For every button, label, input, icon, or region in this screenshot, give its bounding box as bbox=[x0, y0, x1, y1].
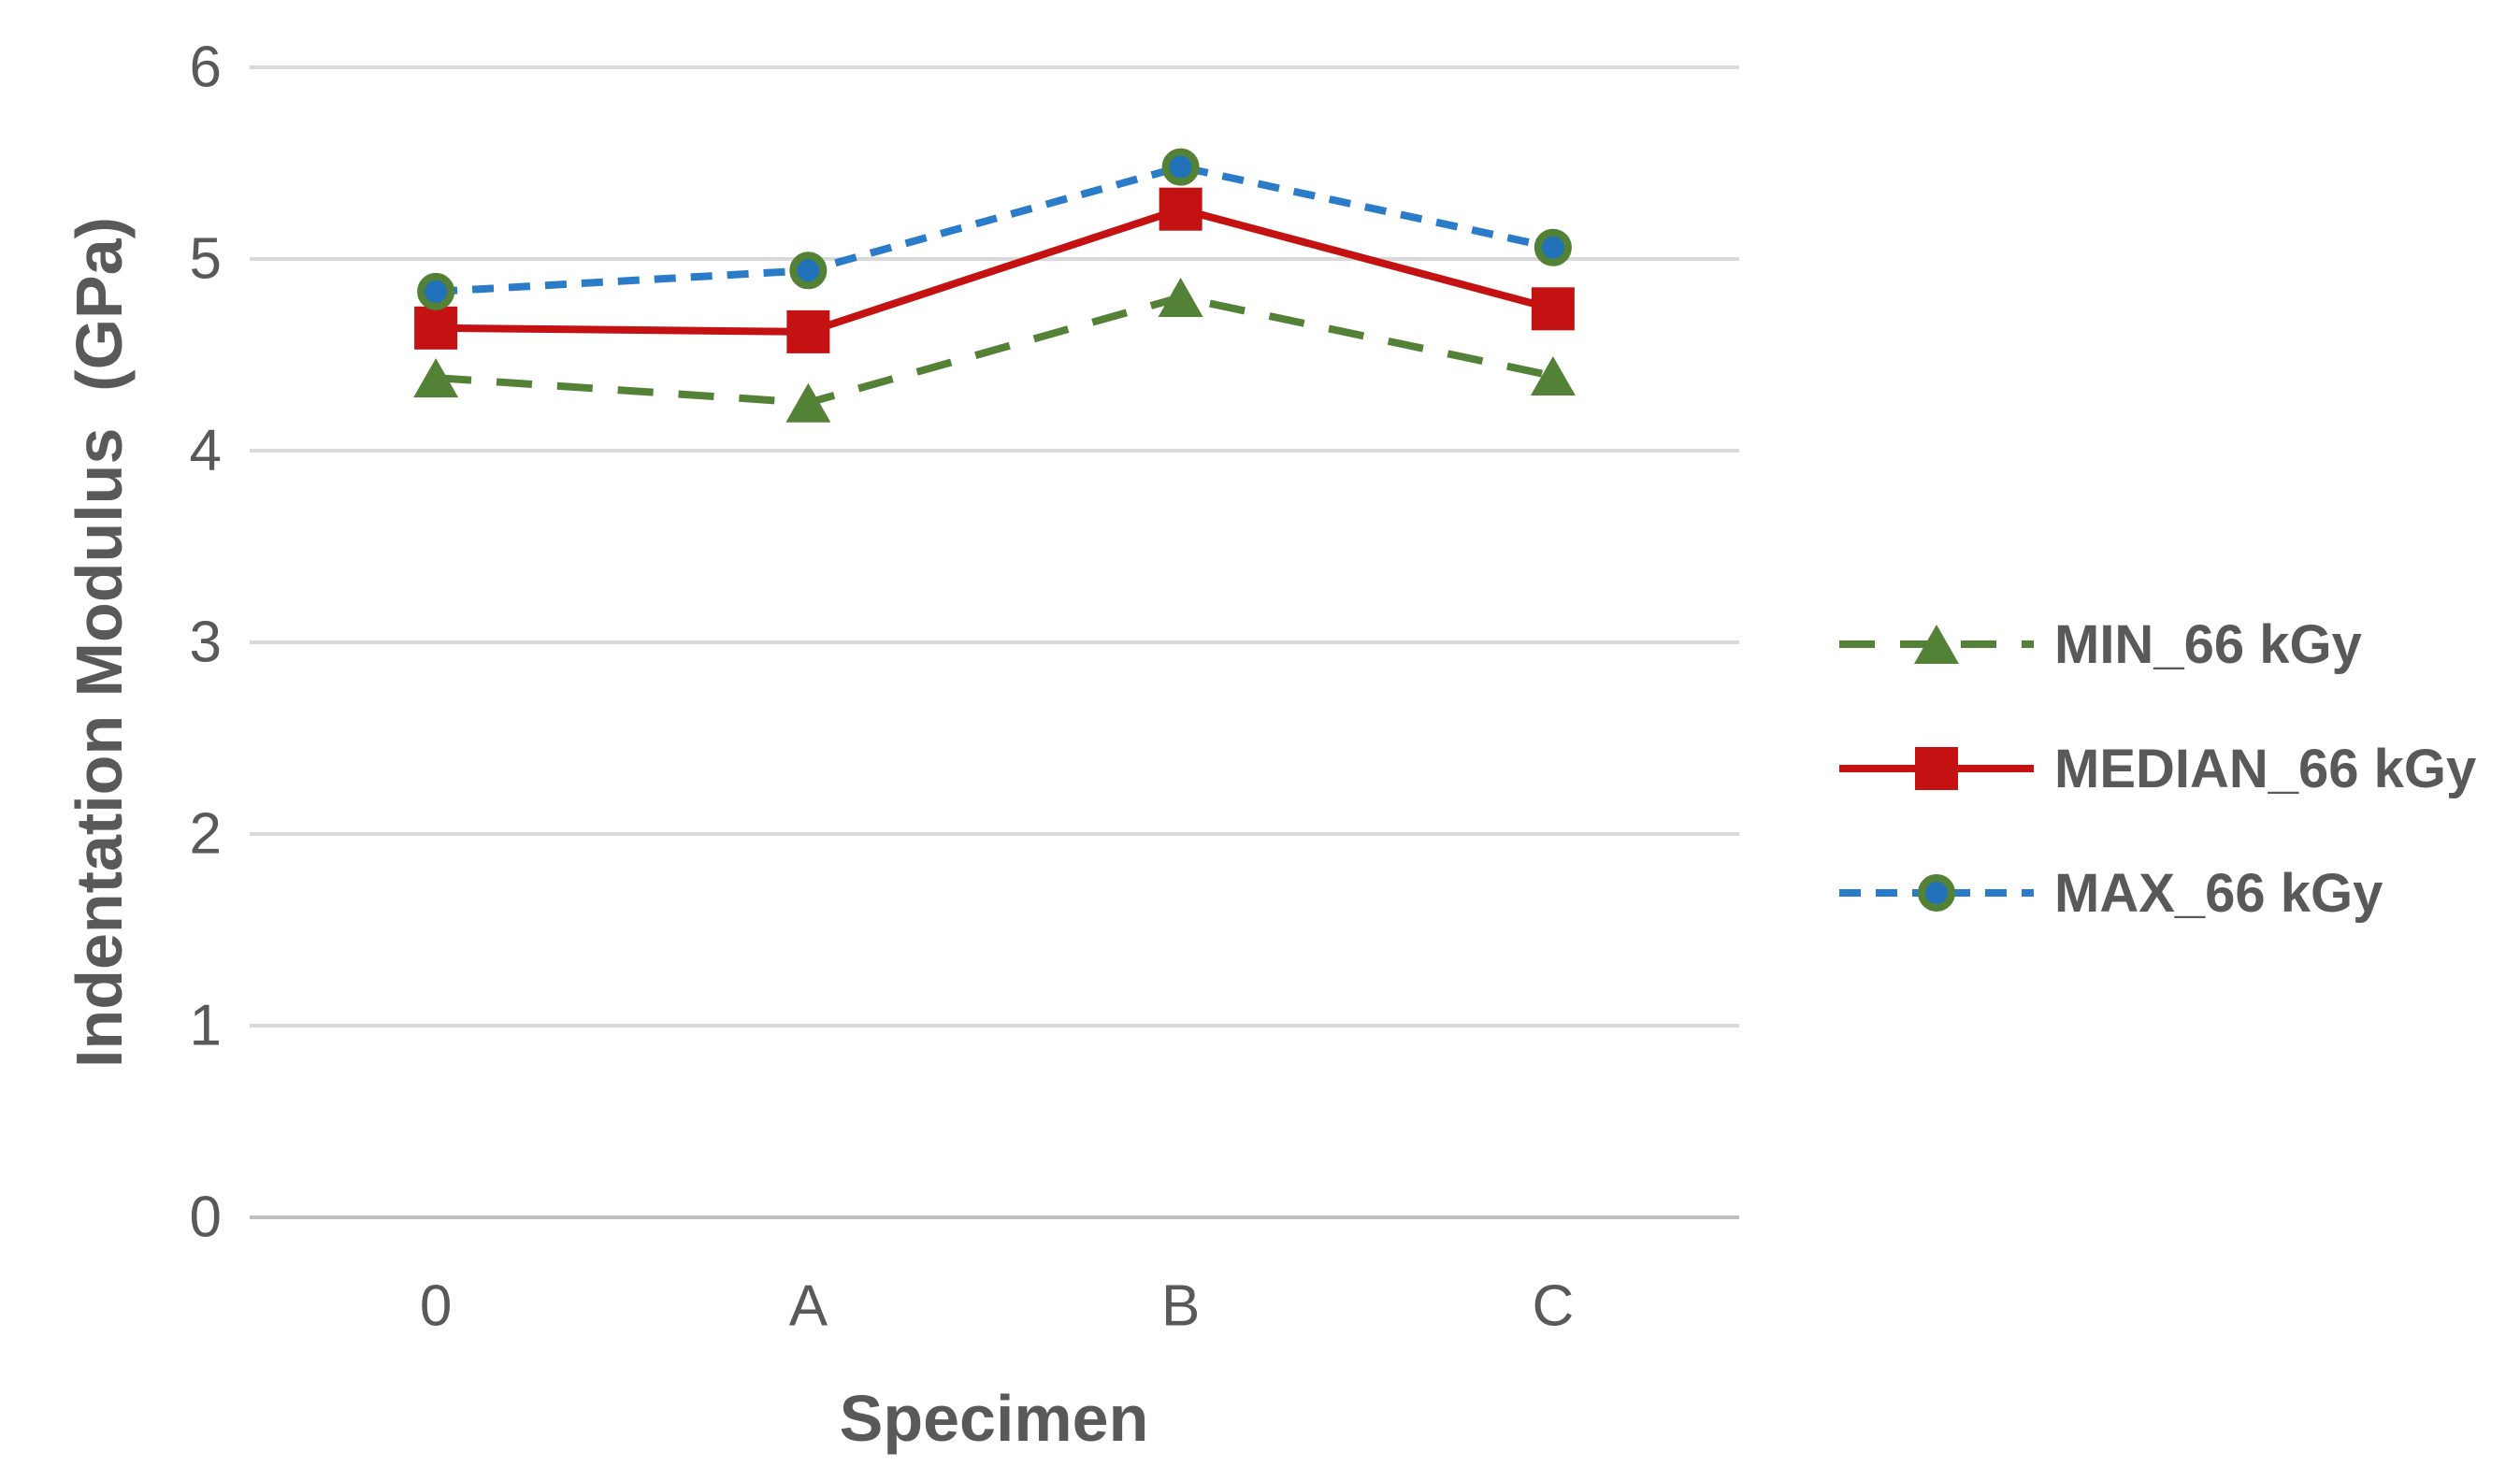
series-line bbox=[435, 293, 1554, 407]
triangle-marker bbox=[1914, 625, 1959, 664]
legend-item-max: MAX_66 kGy bbox=[1837, 837, 2476, 949]
legend-item-min: MIN_66 kGy bbox=[1837, 588, 2476, 700]
y-tick-label: 2 bbox=[190, 802, 222, 867]
square-marker bbox=[1159, 187, 1202, 231]
y-tick-label: 5 bbox=[190, 227, 222, 292]
y-tick-label: 4 bbox=[190, 419, 222, 483]
circle-marker bbox=[1161, 148, 1200, 186]
triangle-marker bbox=[413, 358, 459, 398]
x-tick-label: A bbox=[789, 1274, 828, 1339]
legend-line-sample-min bbox=[1839, 625, 2034, 664]
x-axis-title: Specimen bbox=[839, 1382, 1149, 1455]
legend-line-sample-median bbox=[1839, 747, 2034, 790]
series-line bbox=[435, 163, 1554, 295]
square-marker bbox=[1915, 747, 1958, 790]
legend-label-max: MAX_66 kGy bbox=[2054, 862, 2383, 924]
triangle-marker bbox=[1530, 356, 1576, 396]
triangle-marker bbox=[1158, 278, 1203, 317]
y-tick-label: 1 bbox=[190, 994, 222, 1058]
y-axis-title: Indentation Modulus (GPa) bbox=[63, 217, 136, 1068]
square-marker bbox=[414, 306, 458, 350]
square-marker bbox=[1531, 287, 1575, 331]
legend: MIN_66 kGy MEDIAN_66 kGy MAX_66 kGy bbox=[1837, 588, 2476, 961]
square-marker bbox=[786, 309, 830, 353]
y-tick-label: 3 bbox=[190, 611, 222, 675]
circle-marker bbox=[1534, 228, 1572, 266]
circle-marker bbox=[1918, 874, 1955, 912]
circle-marker bbox=[417, 272, 455, 310]
triangle-marker bbox=[785, 382, 831, 423]
series-line bbox=[436, 205, 1554, 336]
legend-label-min: MIN_66 kGy bbox=[2054, 613, 2362, 675]
x-tick-label: B bbox=[1161, 1274, 1200, 1339]
x-tick-label: 0 bbox=[420, 1274, 452, 1339]
y-tick-label: 0 bbox=[190, 1186, 222, 1250]
legend-item-median: MEDIAN_66 kGy bbox=[1837, 712, 2476, 825]
x-tick-label: C bbox=[1532, 1274, 1574, 1339]
legend-line-sample-max bbox=[1839, 874, 2034, 912]
legend-label-median: MEDIAN_66 kGy bbox=[2054, 738, 2477, 799]
circle-marker bbox=[789, 252, 828, 290]
y-tick-label: 6 bbox=[190, 36, 222, 100]
